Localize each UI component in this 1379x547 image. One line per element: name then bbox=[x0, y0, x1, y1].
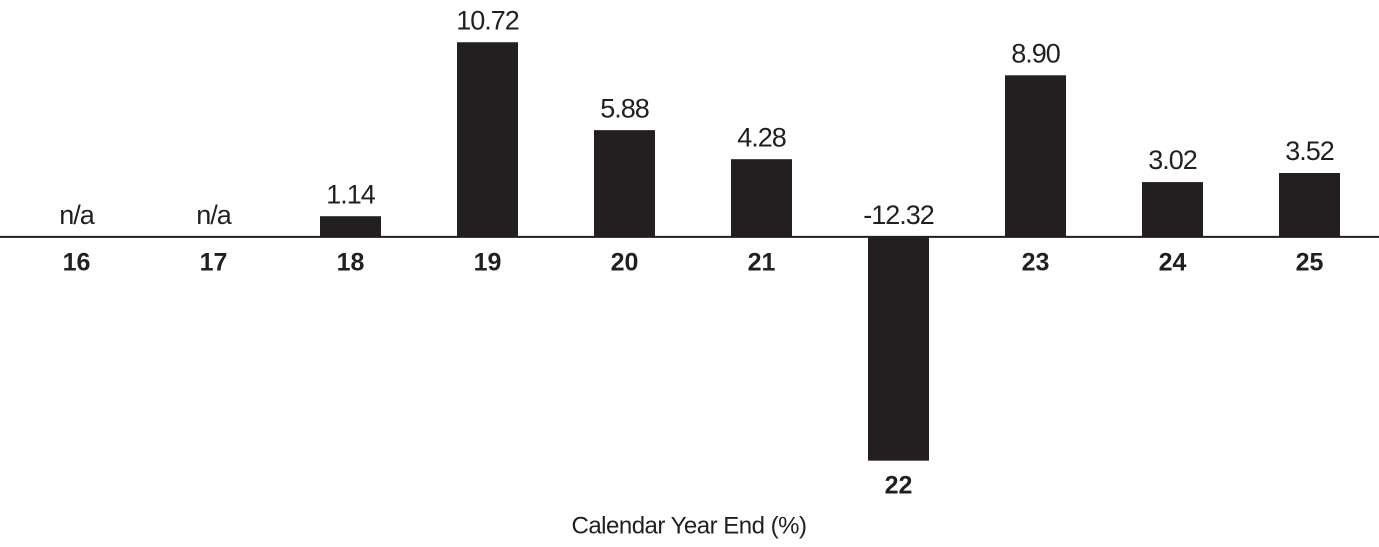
value-label: n/a bbox=[196, 200, 233, 230]
x-tick-label: 18 bbox=[337, 249, 365, 277]
x-tick-label: 24 bbox=[1159, 249, 1187, 277]
bar bbox=[1005, 75, 1066, 237]
bar bbox=[1279, 172, 1340, 237]
bar bbox=[457, 42, 518, 237]
x-axis-label: Calendar Year End (%) bbox=[572, 512, 807, 539]
x-tick-label: 22 bbox=[885, 471, 913, 499]
value-label: 8.90 bbox=[1011, 38, 1060, 68]
value-label: 5.88 bbox=[600, 93, 649, 123]
x-tick-label: 20 bbox=[611, 249, 639, 277]
x-tick-label: 25 bbox=[1296, 249, 1324, 277]
bar bbox=[868, 236, 929, 461]
value-label: 10.72 bbox=[456, 5, 519, 35]
bar bbox=[1142, 182, 1203, 237]
x-tick-label: 17 bbox=[200, 249, 228, 277]
x-tick-label: 23 bbox=[1022, 249, 1050, 277]
value-label: 4.28 bbox=[737, 122, 786, 152]
value-label: 3.52 bbox=[1285, 136, 1334, 166]
x-tick-label: 21 bbox=[748, 249, 776, 277]
bar bbox=[731, 159, 792, 237]
value-label: 3.02 bbox=[1148, 145, 1197, 175]
bar bbox=[320, 216, 381, 237]
x-tick-label: 19 bbox=[474, 249, 502, 277]
bar bbox=[594, 130, 655, 237]
value-label: -12.32 bbox=[863, 200, 934, 230]
x-tick-label: 16 bbox=[63, 249, 91, 277]
value-label: 1.14 bbox=[326, 179, 376, 209]
value-label: n/a bbox=[59, 200, 96, 230]
